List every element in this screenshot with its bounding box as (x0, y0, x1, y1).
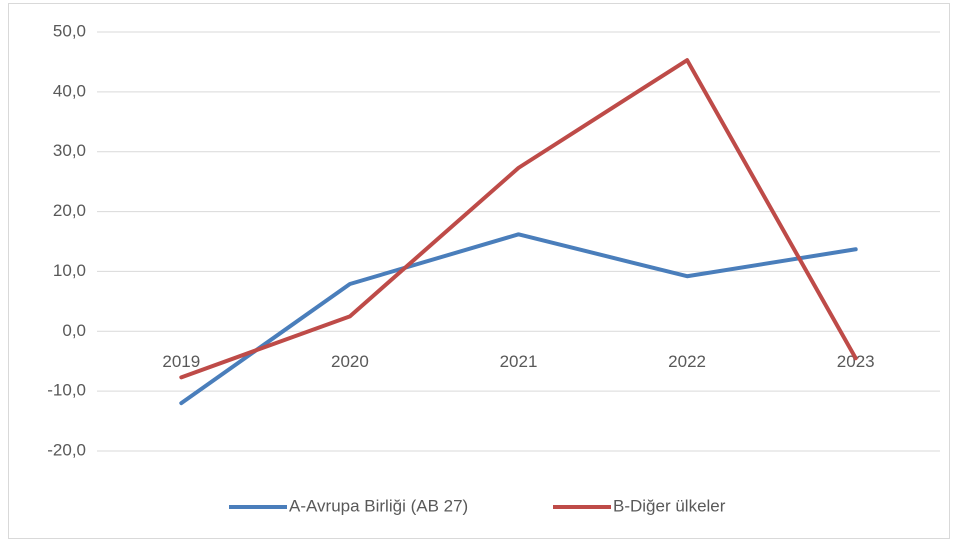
x-tick-label: 2019 (162, 352, 200, 371)
series-line (179, 232, 858, 406)
y-tick-label: 20,0 (53, 201, 86, 220)
x-tick-label: 2021 (500, 352, 538, 371)
y-tick-label: 10,0 (53, 261, 86, 280)
x-tick-label: 2022 (668, 352, 706, 371)
x-tick-label: 2023 (837, 352, 875, 371)
y-tick-label: 40,0 (53, 81, 86, 100)
x-tick-label: 2020 (331, 352, 369, 371)
series-line (179, 58, 858, 380)
y-tick-label: 30,0 (53, 141, 86, 160)
legend-label: B-Diğer ülkeler (613, 496, 726, 515)
y-tick-label: -20,0 (47, 440, 86, 459)
legend-label: A-Avrupa Birliği (AB 27) (289, 496, 468, 515)
y-tick-label: 50,0 (53, 21, 86, 40)
y-tick-label: 0,0 (62, 321, 86, 340)
y-tick-label: -10,0 (47, 381, 86, 400)
